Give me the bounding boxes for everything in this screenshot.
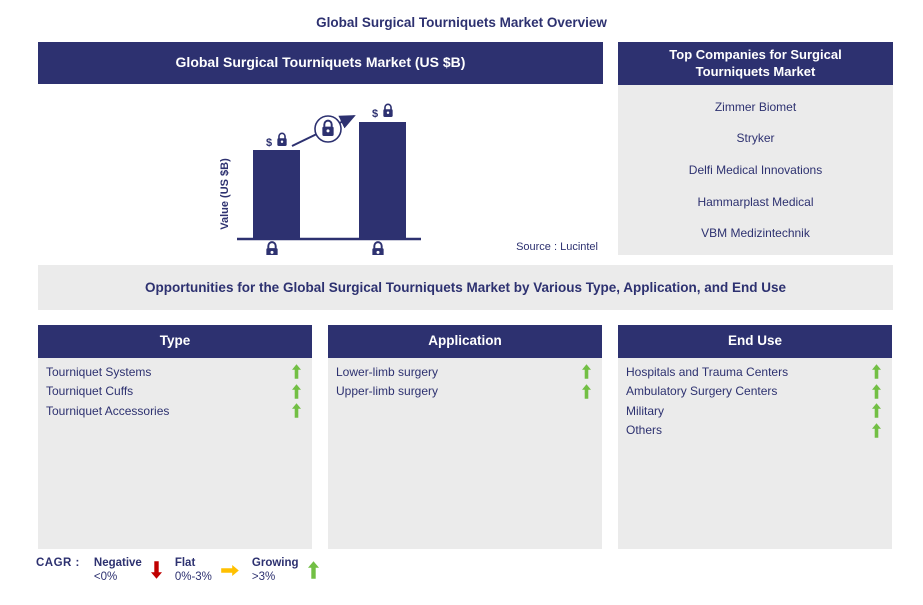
segment-item-label: Lower-limb surgery	[336, 364, 439, 379]
application-panel: Application Lower-limb surgery Upper-lim…	[328, 325, 602, 549]
market-bar-chart: Value (US $B) $ $ Source : Lucintel	[38, 84, 603, 255]
growing-trend-icon	[872, 384, 881, 399]
growing-trend-icon	[292, 403, 301, 418]
growing-trend-icon	[292, 384, 301, 399]
growing-trend-icon	[872, 423, 881, 438]
segment-item: Tourniquet Systems	[38, 362, 312, 382]
growing-trend-icon	[872, 403, 881, 418]
growing-trend-icon	[292, 364, 301, 379]
growing-trend-icon	[872, 364, 881, 379]
legend-range: >3%	[251, 571, 276, 584]
market-chart-panel-header: Global Surgical Tourniquets Market (US $…	[38, 42, 603, 84]
bar-chart-svg: Value (US $B) $ $ Source : Lucintel	[219, 103, 598, 255]
type-panel-header: Type	[38, 325, 312, 358]
page-title: Global Surgical Tourniquets Market Overv…	[316, 15, 607, 30]
legend-text: Flat 0%-3%	[175, 556, 212, 585]
segment-item-label: Tourniquet Systems	[46, 364, 152, 379]
company-item: Delfi Medical Innovations	[688, 162, 823, 177]
growing-trend-icon	[582, 384, 591, 399]
end-use-panel-body: Hospitals and Trauma Centers Ambulatory …	[618, 358, 892, 549]
segment-item-label: Ambulatory Surgery Centers	[626, 384, 778, 399]
end-use-panel-header: End Use	[618, 325, 892, 358]
legend-text: Negative <0%	[94, 556, 142, 585]
segment-item-label: Upper-limb surgery	[336, 384, 439, 399]
company-item: Hammarplast Medical	[697, 194, 814, 209]
cagr-legend: CAGR : Negative <0% Flat 0%-3% Growing >…	[36, 556, 332, 585]
application-panel-body: Lower-limb surgery Upper-limb surgery	[328, 358, 602, 549]
segment-item: Military	[618, 401, 892, 421]
companies-list: Zimmer Biomet Stryker Delfi Medical Inno…	[618, 85, 893, 255]
type-panel-body: Tourniquet Systems Tourniquet Cuffs Tour…	[38, 358, 312, 549]
source-note: Source : Lucintel	[516, 241, 598, 253]
lock-icon	[371, 241, 385, 255]
legend-name: Flat	[174, 557, 196, 569]
segment-item: Hospitals and Trauma Centers	[618, 362, 892, 382]
legend-name: Negative	[93, 557, 142, 569]
top-companies-panel: Top Companies for Surgical Tourniquets M…	[618, 42, 893, 255]
cagr-legend-label: CAGR :	[36, 557, 80, 569]
segment-item: Lower-limb surgery	[328, 362, 602, 382]
legend-item-growing: Growing >3%	[252, 556, 319, 585]
flat-trend-icon	[221, 564, 239, 576]
top-companies-header: Top Companies for Surgical Tourniquets M…	[618, 42, 893, 85]
legend-item-flat: Flat 0%-3%	[175, 556, 239, 585]
legend-item-negative: Negative <0%	[94, 556, 162, 585]
segment-item-label: Tourniquet Accessories	[46, 403, 170, 418]
dollar-sign: $	[266, 137, 272, 149]
application-panel-header: Application	[328, 325, 602, 358]
segment-item-label: Others	[626, 423, 663, 438]
company-item: Zimmer Biomet	[714, 99, 797, 114]
opportunities-banner: Opportunities for the Global Surgical To…	[38, 265, 893, 310]
market-chart-panel: Global Surgical Tourniquets Market (US $…	[38, 42, 603, 255]
legend-text: Growing >3%	[252, 556, 299, 585]
negative-trend-icon	[150, 561, 162, 580]
type-panel: Type Tourniquet Systems Tourniquet Cuffs…	[38, 325, 312, 549]
growing-trend-icon	[582, 364, 591, 379]
legend-range: 0%-3%	[174, 571, 212, 584]
chart-bar-second	[359, 122, 406, 238]
company-item: VBM Medizintechnik	[701, 226, 810, 241]
chart-y-axis-label: Value (US $B)	[219, 158, 231, 230]
segment-item: Ambulatory Surgery Centers	[618, 382, 892, 402]
dollar-sign: $	[372, 108, 378, 120]
lock-icon	[265, 241, 279, 255]
chart-bar-first	[253, 150, 300, 238]
segment-item-label: Hospitals and Trauma Centers	[626, 364, 789, 379]
legend-range: <0%	[93, 571, 118, 584]
company-item: Stryker	[736, 131, 775, 146]
end-use-panel: End Use Hospitals and Trauma Centers Amb…	[618, 325, 892, 549]
lock-icon	[276, 132, 288, 147]
segment-item: Others	[618, 421, 892, 441]
segment-item: Upper-limb surgery	[328, 382, 602, 402]
segment-item: Tourniquet Accessories	[38, 401, 312, 421]
segment-item-label: Military	[626, 403, 664, 418]
lock-icon	[382, 103, 394, 118]
growing-trend-icon	[307, 561, 319, 580]
segment-item-label: Tourniquet Cuffs	[46, 384, 134, 399]
segment-item: Tourniquet Cuffs	[38, 382, 312, 402]
legend-name: Growing	[251, 557, 299, 569]
